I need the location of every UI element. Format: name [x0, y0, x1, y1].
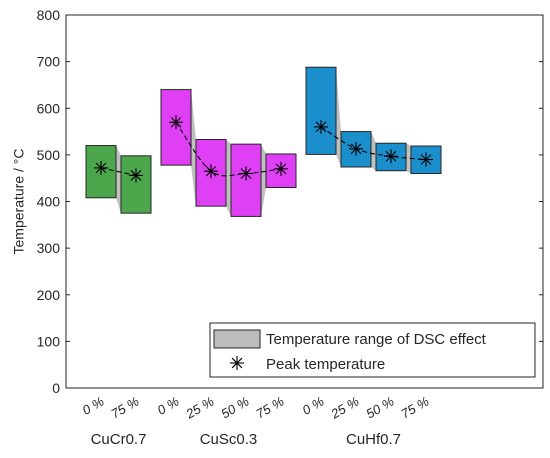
legend-peak-label: Peak temperature: [266, 356, 385, 373]
box-layer: [85, 66, 442, 217]
range-connector: [261, 144, 266, 217]
category-tick-label: 0 %: [300, 394, 327, 418]
peak-marker: [129, 168, 143, 183]
range-connector: [406, 143, 411, 174]
group-label: CuSc0.3: [200, 431, 258, 448]
category-tick-label: 0 %: [155, 394, 182, 418]
legend-box: [209, 322, 536, 378]
peak-marker-stroke: [275, 163, 287, 175]
peak-marker: [274, 161, 288, 176]
peak-marker-stroke: [95, 162, 107, 174]
peak-marker-stroke: [231, 357, 243, 369]
category-tick-label: 25 %: [182, 394, 216, 422]
peak-marker: [94, 160, 108, 175]
category-tick-label: 75 %: [398, 394, 431, 422]
y-tick-label: 0: [52, 380, 60, 396]
peak-marker: [239, 166, 253, 181]
peak-marker-stroke: [315, 121, 327, 133]
category-tick-label: 25 %: [327, 394, 361, 422]
peak-marker-layer: [94, 115, 433, 183]
range-connector: [191, 89, 196, 207]
peak-marker: [349, 141, 363, 156]
legend: Temperature range of DSC effect Peak tem…: [209, 322, 536, 378]
peak-line: [175, 121, 282, 177]
category-tick-label: 50 %: [218, 394, 251, 422]
range-connector: [371, 131, 376, 171]
range-connector: [336, 67, 341, 167]
peak-marker-stroke: [130, 170, 142, 181]
legend-range-label: Temperature range of DSC effect: [266, 331, 487, 348]
peak-marker-stroke: [385, 150, 397, 162]
range-box: [305, 66, 337, 155]
connector-layer: [116, 67, 411, 217]
range-box: [120, 155, 152, 214]
peak-marker: [419, 152, 433, 167]
y-tick-label: 200: [37, 287, 61, 303]
legend-peak-marker: [230, 356, 244, 370]
peak-line: [320, 126, 427, 161]
range-connector: [226, 139, 231, 217]
peak-marker-stroke: [240, 168, 252, 179]
category-tick-label: 50 %: [363, 394, 396, 422]
group-label: CuHf0.7: [346, 431, 401, 448]
category-tick-label: 0 %: [80, 394, 107, 418]
peak-marker: [230, 356, 244, 370]
category-tick-label: 75 %: [253, 394, 286, 422]
category-tick-label: 75 %: [108, 394, 141, 422]
peak-marker-stroke: [350, 143, 362, 155]
peak-marker: [384, 149, 398, 164]
peak-marker-stroke: [205, 165, 217, 177]
y-tick-label: 600: [37, 100, 61, 116]
y-tick-label: 500: [37, 147, 61, 163]
peak-marker: [169, 115, 183, 130]
range-connector: [116, 145, 121, 214]
group-label: CuCr0.7: [91, 431, 147, 448]
legend-range-swatch: [213, 329, 261, 349]
peak-marker-stroke: [420, 154, 432, 165]
peak-marker: [204, 164, 218, 179]
y-tick-label: 100: [37, 333, 61, 349]
peak-marker: [314, 119, 328, 134]
y-tick-label: 700: [37, 54, 61, 70]
y-tick-label: 400: [37, 194, 61, 210]
axis-layer: 0 % 75 %CuCr0.70 % 25 % 50 % 75 %CuSc0.30 % 2…: [37, 7, 543, 448]
y-tick-label: 800: [37, 7, 61, 23]
y-tick-label: 300: [37, 240, 61, 256]
peak-marker-stroke: [170, 116, 182, 128]
y-axis-label: Temperature / °C: [11, 149, 27, 255]
